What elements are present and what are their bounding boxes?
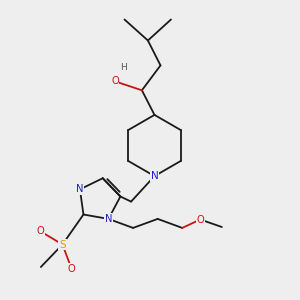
Text: O: O bbox=[196, 214, 204, 224]
Text: O: O bbox=[111, 76, 119, 86]
Text: N: N bbox=[151, 171, 158, 181]
Text: H: H bbox=[120, 63, 127, 72]
Text: N: N bbox=[76, 184, 84, 194]
Text: O: O bbox=[36, 226, 44, 236]
Text: N: N bbox=[105, 214, 112, 224]
Text: O: O bbox=[68, 263, 75, 274]
Text: S: S bbox=[59, 239, 66, 250]
